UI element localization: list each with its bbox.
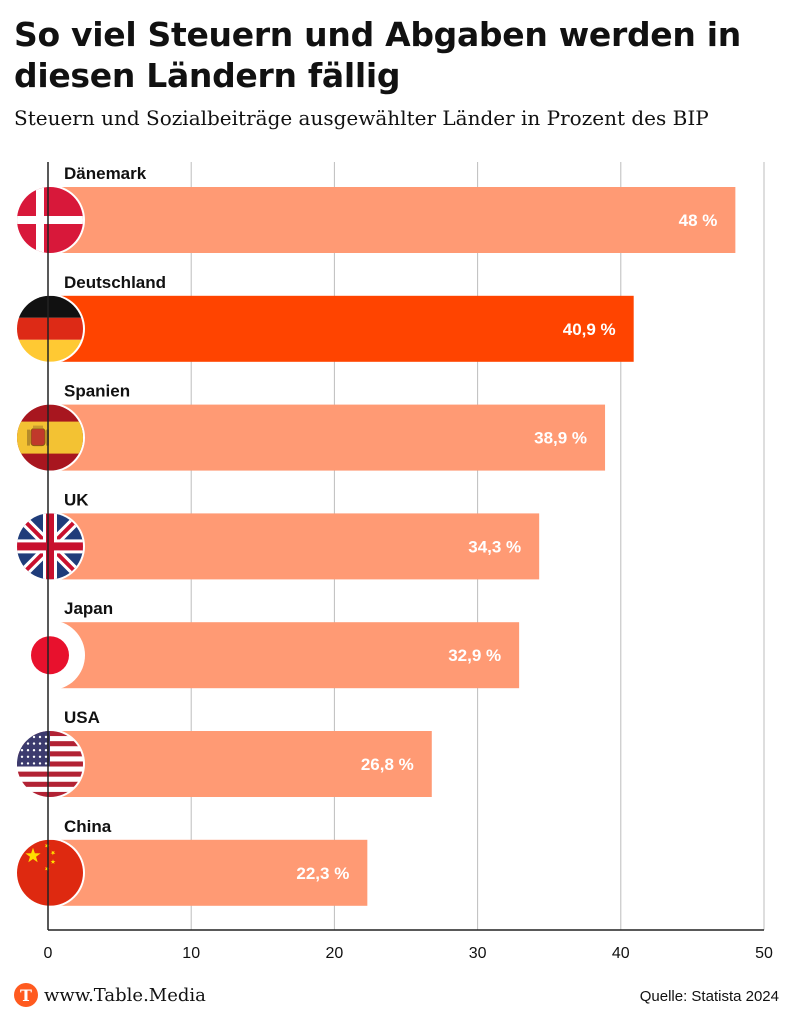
spain-flag-icon [15,402,85,473]
denmark-flag-icon [15,185,85,255]
bar-chart: Dänemark 48 % Deutschland 40,9 % Spanien 38,9… [15,162,773,962]
value-label: 48 % [679,211,718,230]
bar-uk [48,513,540,580]
value-label: 34,3 % [468,537,521,556]
chart-subtitle: Steuern und Sozialbeiträge ausgewählter … [14,106,709,130]
bar-dänemark [48,187,736,253]
value-label: 40,9 % [563,320,616,339]
table-media-logo-icon: T [14,983,38,1007]
value-label: 26,8 % [361,755,414,774]
value-label: 38,9 % [534,429,587,448]
japan-flag-icon [15,620,85,691]
category-label: UK [64,490,89,509]
x-tick-label: 20 [326,945,344,962]
x-tick-label: 10 [182,945,200,962]
value-label: 22,3 % [296,864,349,883]
value-label: 32,9 % [448,646,501,665]
bar-deutschland [48,295,634,362]
category-label: Dänemark [64,164,147,183]
usa-flag-icon [15,729,85,799]
x-tick-label: 40 [612,945,630,962]
category-label: Spanien [64,382,130,401]
category-label: USA [64,708,100,727]
category-label: Japan [64,599,113,618]
category-label: China [64,817,112,836]
germany-flag-icon [15,293,85,364]
category-label: Deutschland [64,273,166,292]
bar-china [48,839,368,906]
source-note: Quelle: Statista 2024 [639,988,779,1005]
china-flag-icon [15,837,85,908]
bar-japan [48,622,520,689]
x-tick-label: 50 [755,945,773,962]
x-tick-label: 0 [44,945,53,962]
uk-flag-icon [15,511,85,582]
site-url[interactable]: www.Table.Media [44,984,206,1006]
footer-brand: T www.Table.Media [14,983,206,1007]
chart-title: So viel Steuern und Abgaben werden in di… [14,15,741,95]
bar-usa [48,731,432,797]
x-tick-label: 30 [469,945,487,962]
bar-spanien [48,404,606,471]
